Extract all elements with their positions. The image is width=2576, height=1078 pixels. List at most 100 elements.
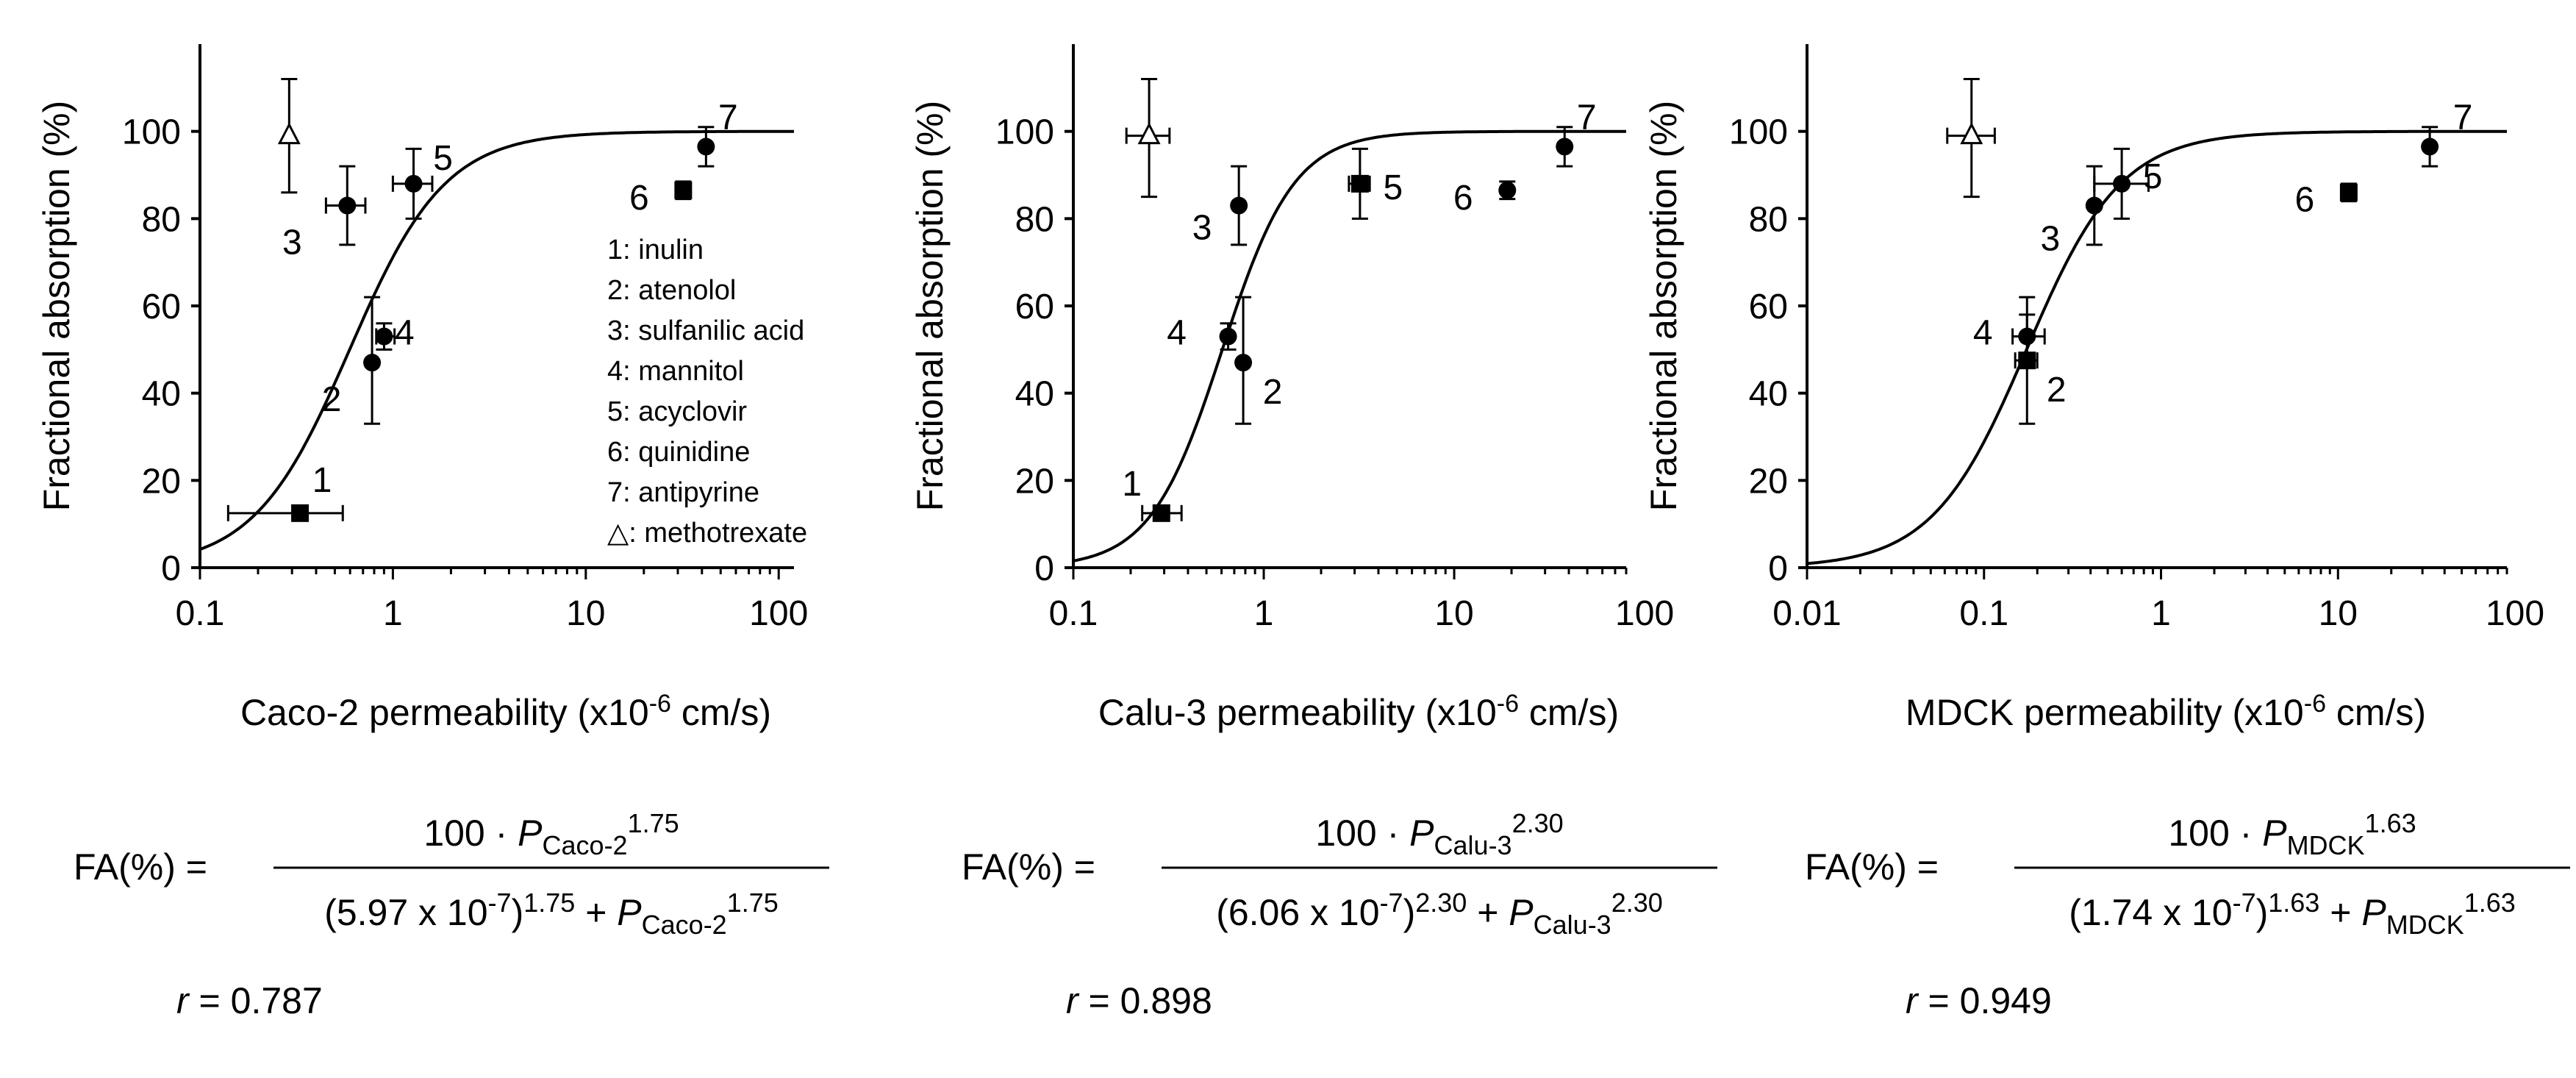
point-label: 4: [1973, 314, 1993, 353]
x-tick-label: 100: [2486, 594, 2544, 633]
x-tick-label: 1: [1254, 594, 1274, 633]
point-label: 7: [718, 98, 738, 137]
x-axis-title-suffix: cm/s): [671, 692, 771, 733]
legend-item: 5: acyclovir: [607, 396, 747, 427]
y-tick-label: 100: [122, 113, 181, 152]
marker-circle: [1498, 181, 1517, 199]
marker-square: [1350, 174, 1369, 193]
y-tick-label: 60: [1749, 288, 1788, 326]
equation-denominator: (1.74 x 10-7)1.63 + PMDCK1.63: [2069, 888, 2516, 940]
point-label: 1: [312, 461, 332, 500]
data-point-5: 5: [1348, 147, 1403, 220]
x-tick-label: 100: [1615, 594, 1674, 633]
data-point-mtx: [1946, 77, 1996, 199]
fit-equation: FA(%) = 100 · PCaco-21.75 (5.97 x 10-7)1.7…: [74, 808, 829, 940]
marker-circle: [1234, 354, 1253, 372]
point-label: 4: [395, 314, 415, 353]
correlation-r: r = 0.949: [1906, 980, 2052, 1021]
y-tick-label: 20: [142, 462, 181, 501]
point-label: 2: [2047, 371, 2067, 410]
correlation-r: r = 0.898: [1066, 980, 1212, 1021]
point-label: 6: [1453, 179, 1473, 218]
legend-item: 1: inulin: [607, 235, 704, 265]
y-axis-title: Fractional absorption (%): [1643, 101, 1684, 512]
marker-triangle: [1137, 122, 1161, 145]
marker-circle: [338, 196, 357, 215]
point-label: 2: [322, 380, 342, 419]
x-tick-label: 100: [749, 594, 808, 633]
x-axis-title-suffix: cm/s): [1519, 692, 1619, 733]
x-tick-label: 1: [2151, 594, 2171, 633]
marker-square: [1152, 504, 1170, 522]
x-axis-title-prefix: MDCK permeability (x10: [1906, 692, 2304, 733]
point-label: 5: [433, 139, 453, 178]
marker-circle: [2018, 327, 2036, 346]
data-point-4: 4: [1167, 314, 1237, 353]
marker-square: [291, 504, 310, 522]
point-label: 2: [1263, 373, 1283, 412]
data-point-2: 2: [2018, 351, 2067, 410]
y-tick-label: 20: [1015, 462, 1054, 501]
point-label: 3: [2040, 220, 2060, 259]
chart-panel-2: 0 20 40 60 80 100 0.1 1 10 100 Fractional absorpti…: [909, 44, 1717, 1021]
x-axis-title: MDCK permeability (x10-6 cm/s): [1906, 690, 2426, 733]
x-axis-title-exponent: -6: [649, 690, 671, 718]
data-point-5: 5: [391, 139, 453, 220]
x-tick-label: 0.1: [1049, 594, 1098, 633]
data-point-1: 1: [1122, 465, 1183, 522]
fit-curve: [1073, 129, 1626, 563]
x-axis-title-prefix: Caco-2 permeability (x10: [240, 692, 649, 733]
data-point-3: 3: [282, 165, 367, 263]
legend: 1: inulin 2: atenolol 3: sulfanilic acid 4:…: [607, 235, 807, 549]
x-tick-label: 0.1: [1959, 594, 2008, 633]
equation-denominator: (5.97 x 10-7)1.75 + PCaco-21.75: [324, 888, 779, 940]
legend-item: 6: quinidine: [607, 437, 750, 468]
x-axis-title-exponent: -6: [1497, 690, 1519, 718]
marker-circle: [697, 138, 715, 156]
marker-triangle: [1960, 122, 1983, 145]
marker-circle: [2085, 196, 2103, 215]
legend-item: 7: antipyrine: [607, 477, 759, 508]
data-point-5: 5: [2093, 147, 2163, 220]
y-tick-label: 80: [1015, 200, 1054, 239]
data-point-2: 2: [1234, 296, 1283, 425]
y-axis-title: Fractional absorption (%): [36, 101, 77, 512]
data-point-2: 2: [322, 296, 382, 425]
y-tick-label: 0: [161, 549, 181, 588]
y-tick-label: 60: [142, 288, 181, 326]
point-label: 4: [1167, 314, 1187, 353]
point-label: 3: [1192, 209, 1212, 248]
y-tick-label: 0: [1768, 549, 1788, 588]
marker-circle: [404, 174, 423, 193]
marker-circle: [2113, 174, 2131, 193]
equation-numerator: 100 · PMDCK1.63: [2168, 808, 2416, 860]
y-axis-title: Fractional absorption (%): [909, 101, 951, 512]
y-tick-label: 0: [1034, 549, 1054, 588]
y-tick-label: 100: [1729, 113, 1788, 152]
x-axis-title-prefix: Calu-3 permeability (x10: [1098, 692, 1497, 733]
equation-denominator: (6.06 x 10-7)2.30 + PCalu-32.30: [1216, 888, 1663, 940]
fit-curve: [1806, 129, 2507, 565]
point-label: 7: [2453, 98, 2473, 137]
point-label: 5: [2143, 157, 2163, 196]
x-tick-label: 0.01: [1772, 594, 1841, 633]
data-point-1: 1: [226, 461, 344, 522]
x-tick-label: 10: [1434, 594, 1473, 633]
data-point-mtx: [1125, 77, 1171, 199]
marker-circle: [363, 354, 382, 372]
legend-item: 2: atenolol: [607, 275, 736, 306]
legend-item: 4: mannitol: [607, 356, 744, 387]
data-point-3: 3: [1192, 165, 1248, 248]
x-tick-label: 10: [2319, 594, 2358, 633]
equation-lhs: FA(%) =: [1805, 846, 1939, 888]
marker-square: [2339, 183, 2358, 201]
marker-triangle: [277, 122, 301, 145]
x-tick-label: 1: [383, 594, 403, 633]
x-axis-title: Calu-3 permeability (x10-6 cm/s): [1098, 690, 1619, 733]
chart-panel-3: 0 20 40 60 80 100 0.01 0.1 1 10 100 Fractional abso…: [1643, 44, 2570, 1021]
marker-circle: [2421, 138, 2439, 156]
equation-numerator: 100 · PCaco-21.75: [423, 808, 679, 860]
chart-panel-1: 0 20 40 60 80 100 0.1 1 10 100 Fractional absorpti…: [36, 44, 829, 1021]
legend-item: 3: sulfanilic acid: [607, 315, 804, 346]
